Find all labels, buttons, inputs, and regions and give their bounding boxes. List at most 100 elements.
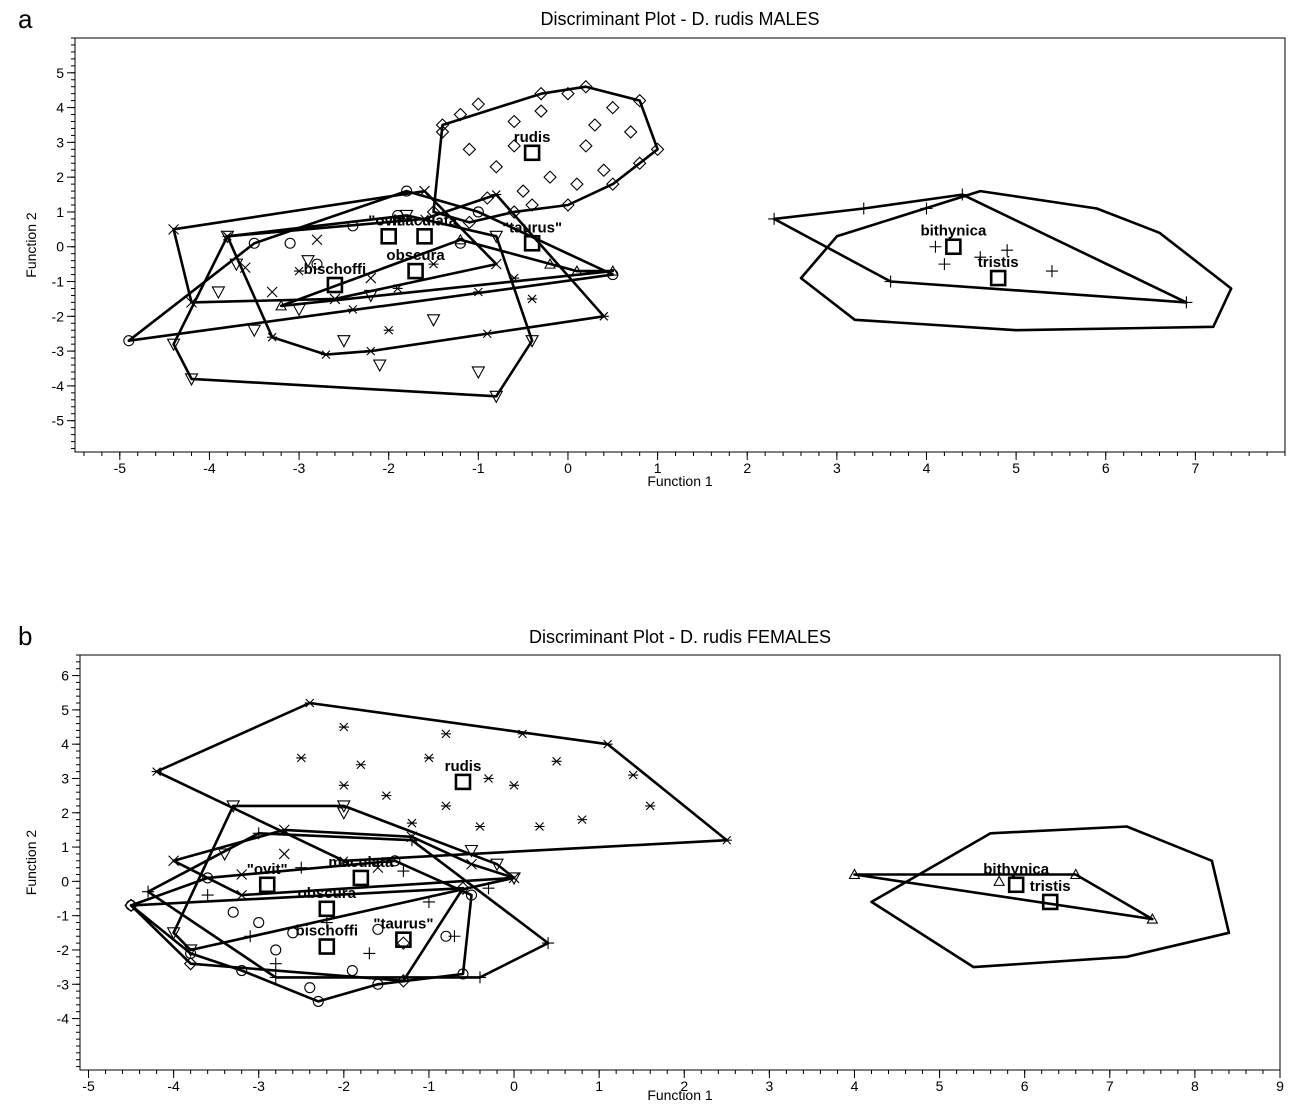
data-point-circle bbox=[248, 237, 260, 249]
data-point-triangle-up bbox=[570, 264, 583, 276]
data-point-asterisk bbox=[721, 835, 732, 845]
data-point-diamond bbox=[426, 205, 441, 219]
centroid-label: "taurus" bbox=[502, 219, 562, 236]
centroid-label: "taurus" bbox=[373, 916, 433, 933]
x-tick-label: 2 bbox=[680, 1078, 688, 1094]
data-point-triangle-up bbox=[993, 875, 1006, 886]
centroid-label: bithynica bbox=[920, 223, 987, 240]
data-point-asterisk bbox=[320, 350, 331, 359]
centroid-marker bbox=[318, 900, 336, 918]
x-tick-label: 5 bbox=[936, 1078, 944, 1094]
data-point-circle bbox=[401, 185, 413, 197]
data-point-triangle-down bbox=[166, 338, 181, 352]
centroid-label: tristis bbox=[1030, 878, 1071, 895]
group-hull-x bbox=[172, 189, 498, 304]
y-tick-label: 6 bbox=[61, 668, 69, 684]
data-point-triangle-down bbox=[184, 373, 199, 387]
data-point-diamond bbox=[124, 898, 138, 913]
data-point-diamond bbox=[632, 93, 647, 108]
data-point-circle bbox=[123, 335, 135, 347]
data-point-diamond bbox=[650, 142, 665, 157]
data-point-triangle-down bbox=[372, 359, 387, 373]
data-point-plus bbox=[884, 275, 897, 288]
y-tick-label: -2 bbox=[57, 942, 70, 958]
centroid-label: "ovit" bbox=[247, 861, 288, 878]
data-point-triangle-down bbox=[166, 927, 181, 940]
data-point-diamond bbox=[516, 184, 530, 198]
centroid-label: obscura bbox=[298, 885, 357, 902]
x-tick-label: 6 bbox=[1021, 1078, 1029, 1094]
data-point-diamond bbox=[561, 198, 575, 212]
data-point-plus bbox=[448, 930, 461, 943]
data-point-asterisk bbox=[355, 760, 366, 770]
y-axis-title: Function 2 bbox=[23, 830, 39, 896]
centroid-label: maculata bbox=[392, 212, 458, 229]
data-point-triangle-up bbox=[1146, 912, 1159, 924]
y-tick-label: 2 bbox=[56, 169, 64, 185]
y-tick-label: 1 bbox=[61, 839, 69, 855]
centroid-marker bbox=[395, 931, 412, 948]
data-point-triangle-down bbox=[490, 858, 504, 872]
centroid-label: tristis bbox=[978, 254, 1019, 271]
data-point-plus bbox=[857, 202, 870, 215]
data-point-triangle-up bbox=[606, 264, 619, 276]
y-tick-label: 4 bbox=[56, 100, 64, 116]
data-point-diamond bbox=[435, 118, 450, 132]
x-tick-label: 5 bbox=[1012, 460, 1020, 476]
panel-letter-a: a bbox=[18, 4, 33, 34]
data-point-diamond bbox=[489, 159, 504, 174]
data-point-asterisk bbox=[628, 770, 639, 780]
centroid-marker bbox=[258, 876, 276, 894]
x-tick-label: 1 bbox=[654, 460, 662, 476]
x-tick-label: 0 bbox=[564, 460, 572, 476]
centroid-label: rudis bbox=[514, 129, 551, 146]
data-point-plus bbox=[974, 251, 987, 264]
data-point-circle bbox=[465, 889, 478, 901]
data-point-triangle-down bbox=[525, 335, 540, 348]
y-tick-label: 0 bbox=[61, 873, 69, 889]
x-tick-label: -5 bbox=[114, 460, 127, 476]
x-tick-label: -2 bbox=[382, 460, 395, 476]
data-point-asterisk bbox=[267, 332, 278, 342]
y-tick-label: 3 bbox=[56, 134, 64, 150]
data-point-circle bbox=[372, 923, 384, 935]
data-point-diamond bbox=[396, 936, 411, 950]
data-point-diamond bbox=[597, 163, 611, 177]
centroid-marker bbox=[416, 228, 433, 245]
data-point-diamond bbox=[588, 118, 602, 132]
data-point-asterisk bbox=[419, 214, 430, 224]
x-tick-label: 7 bbox=[1191, 460, 1199, 476]
x-tick-label: 3 bbox=[765, 1078, 773, 1094]
data-point-asterisk bbox=[383, 325, 394, 335]
data-point-x bbox=[266, 286, 278, 298]
data-point-diamond bbox=[570, 177, 584, 191]
data-point-asterisk bbox=[222, 231, 233, 241]
data-point-triangle-up bbox=[275, 299, 288, 311]
x-tick-label: -5 bbox=[82, 1078, 95, 1094]
x-tick-label: 1 bbox=[595, 1078, 603, 1094]
centroid-marker bbox=[326, 276, 344, 294]
group-hull-triangle-up bbox=[853, 873, 1154, 921]
y-tick-label: 1 bbox=[56, 204, 64, 220]
data-point-asterisk bbox=[527, 294, 538, 304]
centroid-label: bischoffi bbox=[304, 261, 367, 278]
x-tick-label: 6 bbox=[1102, 460, 1110, 476]
x-tick-label: 0 bbox=[510, 1078, 518, 1094]
data-point-triangle-down bbox=[292, 303, 307, 317]
group-hull-circle bbox=[129, 859, 473, 1003]
x-tick-label: 7 bbox=[1106, 1078, 1114, 1094]
data-point-plus bbox=[252, 827, 265, 840]
data-point-diamond bbox=[579, 79, 593, 94]
data-point-circle bbox=[304, 982, 316, 994]
data-point-x bbox=[419, 185, 430, 197]
y-tick-label: -1 bbox=[52, 274, 65, 290]
centroid-label: obscura bbox=[386, 247, 445, 264]
data-point-plus bbox=[542, 937, 555, 950]
group-hull-diamond bbox=[129, 886, 465, 983]
x-tick-label: 4 bbox=[923, 460, 931, 476]
x-tick-label: 2 bbox=[743, 460, 751, 476]
y-tick-label: -4 bbox=[52, 378, 65, 394]
centroid-marker bbox=[523, 144, 541, 162]
data-point-plus bbox=[201, 889, 214, 902]
data-point-asterisk bbox=[338, 856, 349, 866]
